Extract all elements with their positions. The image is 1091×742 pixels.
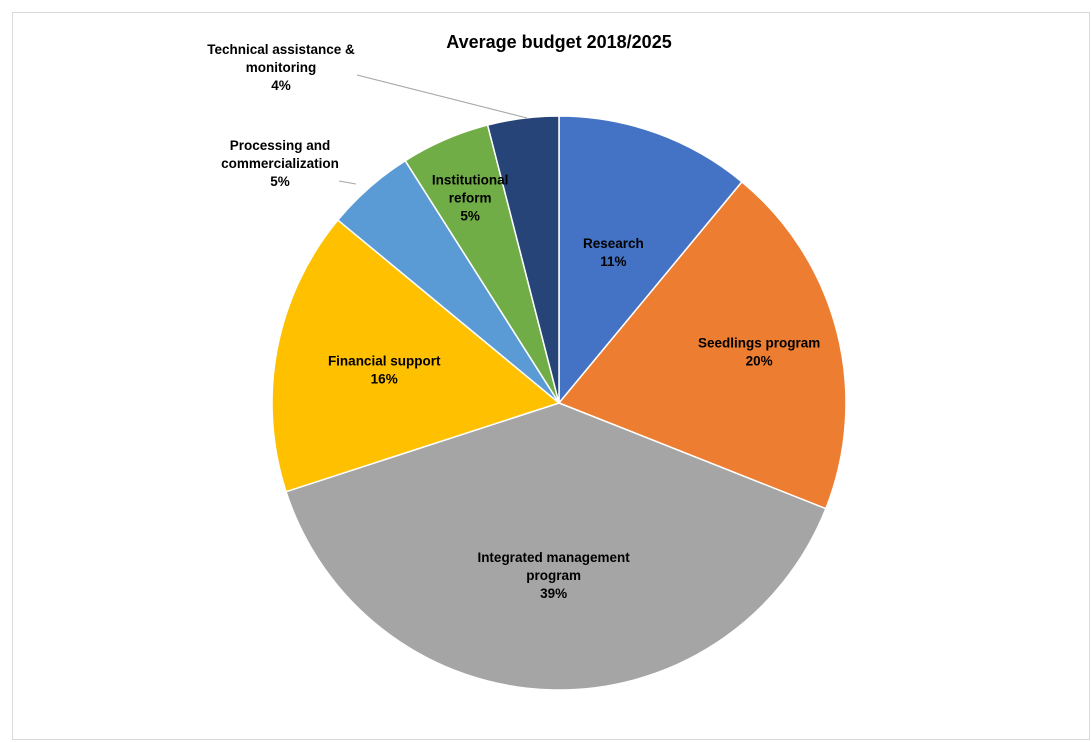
pie-slice: [285, 402, 827, 691]
data-label: Integrated management program 39%: [477, 550, 630, 601]
pie-slice: [271, 219, 561, 493]
leader-lines: [338, 74, 528, 185]
leader-line: [356, 74, 528, 119]
pie-slice: [557, 180, 847, 510]
chart-title: Average budget 2018/2025: [446, 32, 671, 52]
pie-slice: [558, 115, 743, 406]
data-label: Seedlings program 20%: [698, 336, 820, 369]
data-labels: Research 11% Seedlings program 20% Integrate…: [207, 42, 820, 601]
pie-slice: [486, 115, 560, 404]
leader-line: [338, 180, 357, 185]
data-label: Institutional reform 5%: [432, 173, 509, 224]
pie-slices: [271, 115, 847, 691]
data-label: Processing and commercialization 5%: [221, 138, 339, 189]
data-label: Research 11%: [583, 236, 644, 269]
data-label: Technical assistance & monitoring 4%: [207, 42, 355, 93]
data-label: Financial support 16%: [328, 354, 441, 387]
